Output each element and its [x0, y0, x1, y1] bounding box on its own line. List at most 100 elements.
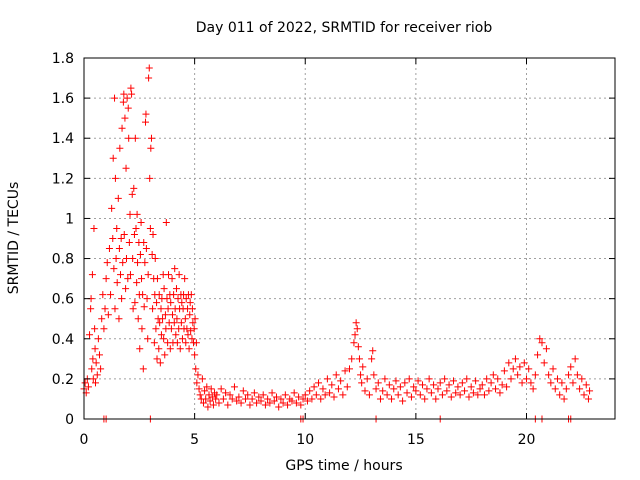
data-point — [410, 383, 418, 391]
data-point — [405, 375, 413, 383]
data-point — [163, 295, 171, 303]
data-point — [370, 371, 378, 379]
y-tick-label: 0.2 — [52, 372, 74, 388]
data-point — [534, 351, 542, 359]
y-tick-label: 1 — [65, 211, 74, 227]
data-point — [172, 285, 180, 293]
data-point — [549, 365, 557, 373]
data-point — [147, 134, 155, 142]
data-point — [187, 291, 195, 299]
x-tick-label: 10 — [296, 432, 314, 448]
plot-frame — [83, 57, 616, 420]
data-point — [192, 365, 200, 373]
data-point — [461, 387, 469, 395]
data-point — [155, 291, 163, 299]
data-point — [472, 377, 480, 385]
data-point — [126, 210, 134, 218]
data-point — [144, 335, 152, 343]
data-point — [122, 255, 130, 263]
data-point — [97, 365, 105, 373]
data-point — [264, 395, 272, 403]
data-point — [113, 224, 121, 232]
data-point — [150, 339, 158, 347]
data-point — [403, 389, 411, 397]
data-point — [430, 381, 438, 389]
data-point — [412, 387, 420, 395]
data-point — [235, 393, 243, 401]
data-point — [277, 395, 285, 403]
data-point — [576, 385, 584, 393]
data-point — [89, 355, 97, 363]
data-point — [354, 343, 362, 351]
data-point — [268, 389, 276, 397]
data-point — [348, 355, 356, 363]
data-point — [187, 327, 195, 335]
data-point — [447, 393, 455, 401]
data-point — [308, 395, 316, 403]
data-point — [172, 331, 180, 339]
data-point — [542, 345, 550, 353]
data-point — [357, 371, 365, 379]
data-point — [81, 379, 89, 387]
data-point — [199, 399, 207, 407]
data-point — [100, 325, 108, 333]
data-point — [112, 255, 120, 263]
data-point — [202, 395, 210, 403]
data-point — [244, 391, 252, 399]
data-point — [173, 339, 181, 347]
data-point — [275, 403, 283, 411]
chart-title: Day 011 of 2022, SRMTID for receiver rio… — [196, 20, 493, 36]
data-point — [582, 381, 590, 389]
data-point — [441, 375, 449, 383]
data-point — [176, 345, 184, 353]
data-point — [284, 401, 292, 409]
data-point — [86, 331, 94, 339]
data-point — [295, 393, 303, 401]
data-point — [181, 275, 189, 283]
data-point — [107, 291, 115, 299]
data-point — [458, 379, 466, 387]
data-point — [467, 383, 475, 391]
data-point — [281, 391, 289, 399]
data-point — [156, 359, 164, 367]
data-point — [560, 395, 568, 403]
data-point — [213, 391, 221, 399]
data-point — [580, 391, 588, 399]
data-point — [113, 279, 121, 287]
x-axis-label: GPS time / hours — [285, 458, 402, 474]
data-point — [547, 379, 555, 387]
data-point — [562, 385, 570, 393]
data-point — [161, 351, 169, 359]
data-point — [523, 375, 530, 383]
data-point — [146, 174, 154, 182]
data-point — [142, 110, 150, 118]
data-point — [105, 245, 113, 253]
data-point — [487, 379, 495, 387]
data-point — [476, 385, 484, 393]
data-point — [242, 395, 250, 403]
data-point — [511, 355, 519, 363]
data-point — [156, 319, 164, 327]
data-point — [167, 299, 175, 307]
data-point — [449, 377, 457, 385]
data-point — [168, 275, 176, 283]
data-point — [145, 74, 153, 82]
data-point — [142, 118, 150, 126]
data-point — [531, 371, 539, 379]
data-point — [346, 365, 353, 373]
x-tick-label: 20 — [518, 432, 536, 448]
data-point — [118, 295, 126, 303]
data-point — [503, 383, 511, 391]
data-point — [198, 375, 206, 383]
data-point — [270, 397, 278, 405]
data-point — [115, 315, 123, 323]
y-tick-label: 1.2 — [52, 171, 74, 187]
y-tick-label: 0.8 — [52, 252, 74, 268]
y-tick-label: 0.6 — [52, 292, 74, 308]
y-tick-label: 0.4 — [52, 332, 74, 348]
data-point — [212, 395, 220, 403]
data-point — [115, 245, 123, 253]
data-point — [250, 389, 258, 397]
data-point — [328, 381, 336, 389]
data-point — [483, 375, 491, 383]
